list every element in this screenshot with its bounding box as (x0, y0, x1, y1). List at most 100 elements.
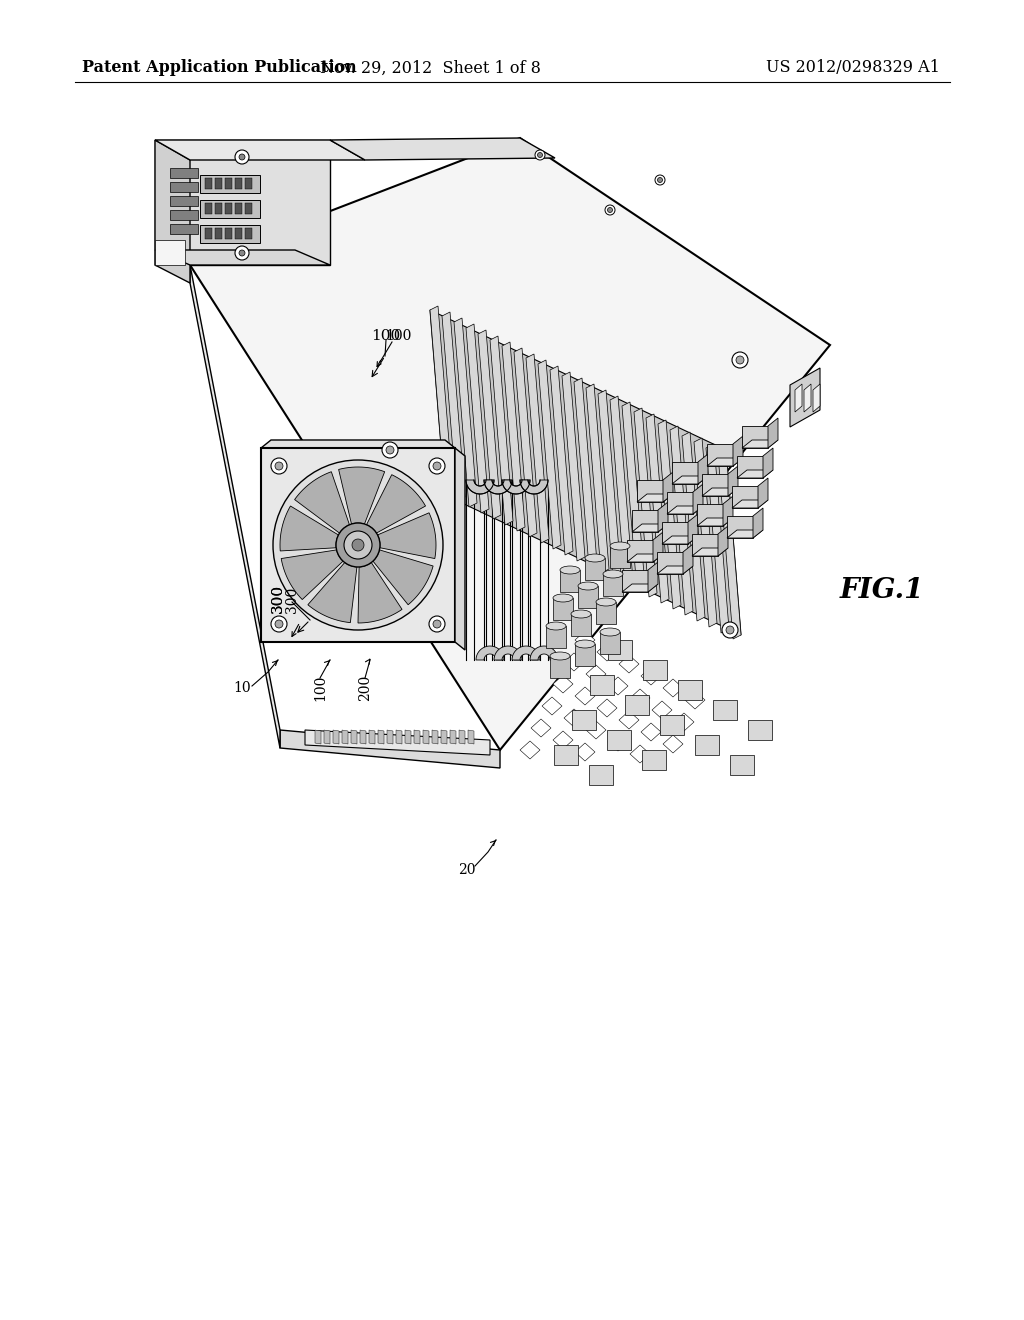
Text: 200: 200 (358, 675, 372, 701)
Polygon shape (305, 730, 490, 755)
Polygon shape (663, 473, 673, 502)
Polygon shape (622, 570, 648, 591)
Polygon shape (641, 723, 662, 741)
Circle shape (234, 150, 249, 164)
Circle shape (275, 462, 283, 470)
Polygon shape (245, 203, 252, 214)
Polygon shape (657, 552, 683, 574)
Polygon shape (562, 372, 585, 561)
Polygon shape (571, 614, 591, 636)
Polygon shape (632, 510, 658, 532)
Polygon shape (564, 709, 584, 727)
Polygon shape (574, 378, 597, 568)
Polygon shape (170, 210, 198, 220)
Polygon shape (476, 645, 504, 660)
Polygon shape (627, 554, 663, 562)
Text: 100: 100 (385, 329, 412, 343)
Polygon shape (737, 470, 773, 478)
Polygon shape (608, 640, 632, 660)
Polygon shape (727, 531, 763, 539)
Text: Patent Application Publication: Patent Application Publication (82, 59, 356, 77)
Polygon shape (713, 700, 737, 719)
Polygon shape (706, 444, 729, 634)
Polygon shape (414, 730, 420, 744)
Polygon shape (728, 466, 738, 496)
Polygon shape (295, 471, 349, 533)
Polygon shape (732, 486, 758, 508)
Polygon shape (723, 496, 733, 525)
Ellipse shape (610, 543, 630, 550)
Polygon shape (610, 396, 633, 585)
Ellipse shape (575, 640, 595, 648)
Ellipse shape (578, 582, 598, 590)
Polygon shape (234, 178, 242, 189)
Circle shape (382, 442, 398, 458)
Text: 10: 10 (233, 681, 251, 696)
Polygon shape (730, 755, 754, 775)
Polygon shape (531, 719, 551, 737)
Polygon shape (575, 644, 595, 667)
Polygon shape (205, 228, 212, 239)
Text: 100: 100 (372, 329, 400, 343)
Polygon shape (280, 506, 338, 550)
Polygon shape (520, 480, 548, 494)
Polygon shape (454, 318, 477, 507)
Text: US 2012/0298329 A1: US 2012/0298329 A1 (766, 59, 940, 77)
Polygon shape (351, 730, 357, 744)
Polygon shape (450, 730, 456, 744)
Polygon shape (215, 178, 222, 189)
Polygon shape (598, 389, 621, 579)
Polygon shape (618, 655, 639, 673)
Polygon shape (308, 562, 357, 623)
Polygon shape (575, 686, 595, 705)
Polygon shape (737, 455, 763, 478)
Polygon shape (707, 444, 733, 466)
Polygon shape (225, 228, 232, 239)
Polygon shape (672, 477, 708, 484)
Polygon shape (538, 360, 561, 549)
Polygon shape (542, 697, 562, 715)
Polygon shape (155, 240, 185, 265)
Polygon shape (653, 532, 663, 562)
Polygon shape (155, 140, 190, 282)
Polygon shape (702, 474, 728, 496)
Polygon shape (670, 426, 693, 615)
Circle shape (607, 207, 612, 213)
Ellipse shape (571, 610, 591, 618)
Polygon shape (641, 667, 662, 685)
Polygon shape (642, 750, 666, 770)
Polygon shape (190, 139, 830, 750)
Polygon shape (625, 696, 649, 715)
Polygon shape (215, 228, 222, 239)
Circle shape (732, 352, 748, 368)
Polygon shape (658, 420, 681, 609)
Ellipse shape (550, 652, 570, 660)
Polygon shape (727, 516, 753, 539)
Polygon shape (502, 342, 525, 531)
Polygon shape (589, 766, 613, 785)
Polygon shape (170, 168, 198, 178)
Polygon shape (630, 744, 650, 763)
Polygon shape (200, 201, 260, 218)
Polygon shape (698, 454, 708, 484)
Text: 300: 300 (271, 583, 285, 612)
Polygon shape (554, 744, 578, 766)
Circle shape (271, 458, 287, 474)
Ellipse shape (553, 594, 573, 602)
Polygon shape (459, 730, 465, 744)
Polygon shape (692, 535, 718, 556)
Circle shape (433, 620, 441, 628)
Polygon shape (430, 310, 741, 635)
Polygon shape (245, 228, 252, 239)
Polygon shape (662, 536, 698, 544)
Polygon shape (618, 711, 639, 729)
Polygon shape (553, 598, 573, 620)
Polygon shape (607, 730, 631, 750)
Polygon shape (674, 713, 694, 731)
Circle shape (429, 458, 445, 474)
Polygon shape (753, 508, 763, 539)
Polygon shape (441, 730, 447, 744)
Polygon shape (702, 488, 738, 496)
Polygon shape (546, 626, 566, 648)
Polygon shape (632, 524, 668, 532)
